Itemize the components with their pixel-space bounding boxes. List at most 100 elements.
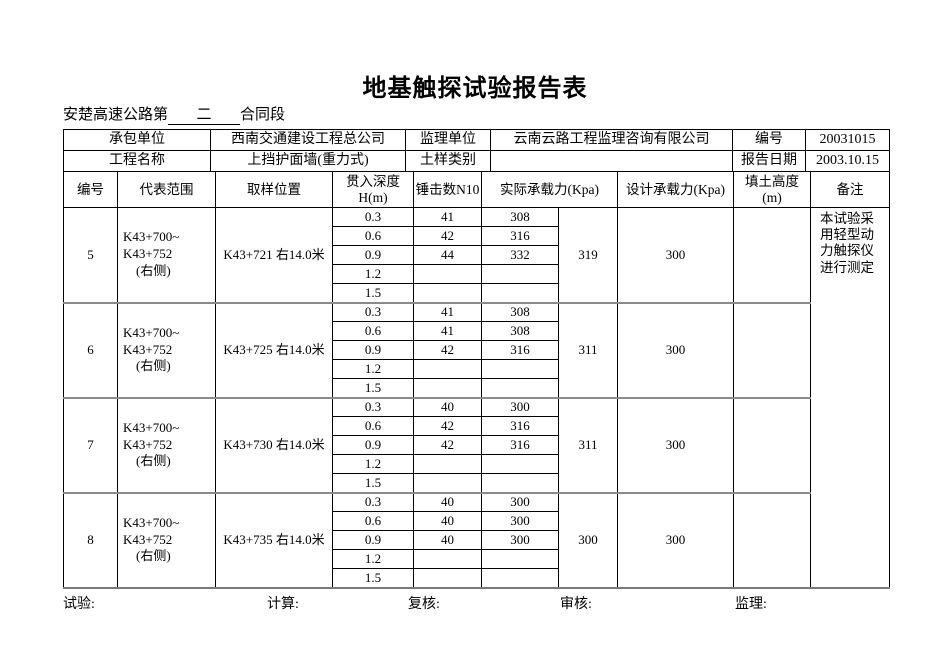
sample-id-cell: 6 bbox=[63, 301, 118, 398]
sign-calc-label: 计算: bbox=[267, 596, 299, 612]
capacity-cell: 316 bbox=[481, 340, 559, 360]
depth-cell: 1.2 bbox=[332, 359, 414, 379]
design-capacity-cell: 300 bbox=[617, 207, 735, 303]
blows-cell: 44 bbox=[413, 245, 482, 265]
contract-section-line: 安楚高速公路第二合同段 bbox=[63, 103, 285, 125]
contract-number-blank: 二 bbox=[168, 107, 241, 125]
capacity-cell bbox=[481, 359, 559, 379]
capacity-cell: 316 bbox=[481, 416, 559, 436]
test-subrow: 0.9 42 316 bbox=[64, 435, 890, 455]
depth-cell: 0.6 bbox=[332, 416, 414, 436]
fill-height-cell bbox=[733, 396, 812, 493]
capacity-cell: 300 bbox=[481, 511, 559, 531]
capacity-cell bbox=[481, 454, 559, 474]
test-subrow: 0.6 40 300 bbox=[64, 511, 890, 531]
sample-id-cell: 8 bbox=[63, 491, 118, 588]
column-header-row: 编号 代表范围 取样位置 贯入深度 H(m) 锤击数N10 实际承载力(Kpa)… bbox=[63, 171, 891, 208]
location-cell: K43+730 右14.0米 bbox=[215, 396, 333, 493]
capacity-cell bbox=[481, 378, 559, 398]
location-cell: K43+725 右14.0米 bbox=[215, 301, 333, 398]
col-header-id: 编号 bbox=[63, 171, 118, 208]
col-header-remark: 备注 bbox=[810, 171, 891, 208]
range-cell: K43+700~ K43+752 (右侧) bbox=[117, 491, 216, 588]
blows-cell bbox=[413, 359, 482, 379]
info-row-2: 工程名称 上挡护面墙(重力式) 土样类别 报告日期 2003.10.15 bbox=[63, 150, 890, 172]
blows-cell: 41 bbox=[413, 321, 482, 341]
depth-cell: 0.3 bbox=[332, 301, 414, 322]
soil-type-value bbox=[490, 150, 733, 172]
number-label: 编号 bbox=[732, 129, 806, 151]
depth-cell: 0.6 bbox=[332, 321, 414, 341]
actual-capacity-cell: 300 bbox=[557, 491, 619, 588]
location-cell: K43+735 右14.0米 bbox=[215, 491, 333, 588]
design-capacity-cell: 300 bbox=[617, 301, 735, 398]
report-date-label: 报告日期 bbox=[732, 150, 806, 172]
project-value: 上挡护面墙(重力式) bbox=[210, 150, 406, 172]
fill-height-cell bbox=[733, 207, 812, 303]
sign-supervisor-label: 监理: bbox=[735, 596, 767, 612]
col-header-range: 代表范围 bbox=[117, 171, 216, 208]
col-header-blows: 锤击数N10 bbox=[413, 171, 482, 208]
blows-cell: 40 bbox=[413, 396, 482, 417]
report-body: 承包单位 西南交通建设工程总公司 监理单位 云南云路工程监理咨询有限公司 编号 … bbox=[63, 129, 891, 615]
col-header-fill-height: 填土高度 (m) bbox=[733, 171, 812, 208]
capacity-cell: 308 bbox=[481, 321, 559, 341]
blows-cell: 42 bbox=[413, 340, 482, 360]
depth-cell: 1.2 bbox=[332, 264, 414, 284]
capacity-cell: 300 bbox=[481, 396, 559, 417]
blows-cell: 41 bbox=[413, 207, 482, 227]
capacity-cell bbox=[481, 264, 559, 284]
capacity-cell bbox=[481, 568, 559, 588]
signature-row: 试验: 计算: 复核: 审核: 监理: bbox=[63, 593, 890, 615]
supervisor-value: 云南云路工程监理咨询有限公司 bbox=[490, 129, 733, 151]
design-capacity-cell: 300 bbox=[617, 396, 735, 493]
info-row-1: 承包单位 西南交通建设工程总公司 监理单位 云南云路工程监理咨询有限公司 编号 … bbox=[63, 129, 890, 151]
depth-cell: 0.3 bbox=[332, 396, 414, 417]
depth-cell: 1.5 bbox=[332, 283, 414, 303]
blows-cell bbox=[413, 473, 482, 493]
test-subrow: 1.5 bbox=[64, 473, 890, 493]
blows-cell bbox=[413, 454, 482, 474]
blows-cell bbox=[413, 264, 482, 284]
report-date-value: 2003.10.15 bbox=[805, 150, 890, 172]
contract-suffix: 合同段 bbox=[240, 107, 286, 123]
location-cell: K43+721 右14.0米 bbox=[215, 207, 333, 303]
blows-cell: 42 bbox=[413, 226, 482, 246]
test-row: 5 K43+700~ K43+752 (右侧) K43+721 右14.0米 0… bbox=[63, 207, 891, 588]
depth-cell: 0.6 bbox=[332, 226, 414, 246]
soil-type-label: 土样类别 bbox=[405, 150, 491, 172]
depth-cell: 1.2 bbox=[332, 549, 414, 569]
sign-audit-label: 审核: bbox=[560, 596, 592, 612]
actual-capacity-cell: 311 bbox=[557, 301, 619, 398]
sample-id-cell: 7 bbox=[63, 396, 118, 493]
depth-cell: 1.5 bbox=[332, 378, 414, 398]
blows-cell: 40 bbox=[413, 511, 482, 531]
test-subrow: 0.6 41 308 bbox=[64, 321, 890, 341]
blows-cell: 42 bbox=[413, 435, 482, 455]
range-cell: K43+700~ K43+752 (右侧) bbox=[117, 207, 216, 303]
test-row: 8 K43+700~ K43+752 (右侧) K43+735 右14.0米 0… bbox=[63, 491, 890, 588]
blows-cell: 41 bbox=[413, 301, 482, 322]
depth-cell: 0.9 bbox=[332, 530, 414, 550]
test-subrow: 0.9 44 332 bbox=[64, 245, 890, 265]
depth-cell: 1.5 bbox=[332, 473, 414, 493]
capacity-cell: 316 bbox=[481, 435, 559, 455]
actual-capacity-cell: 319 bbox=[557, 207, 619, 303]
test-row: 7 K43+700~ K43+752 (右侧) K43+730 右14.0米 0… bbox=[63, 396, 890, 493]
supervisor-label: 监理单位 bbox=[405, 129, 491, 151]
fill-height-cell bbox=[733, 301, 812, 398]
test-subrow: 1.2 bbox=[64, 359, 890, 379]
blows-cell bbox=[413, 568, 482, 588]
depth-cell: 0.3 bbox=[332, 207, 414, 227]
sign-test-label: 试验: bbox=[63, 596, 95, 612]
contract-prefix: 安楚高速公路第 bbox=[63, 107, 169, 123]
remark-cell: 本试验采用轻型动力触探仪进行测定 bbox=[810, 207, 891, 588]
test-subrow: 1.5 bbox=[64, 568, 890, 588]
contractor-value: 西南交通建设工程总公司 bbox=[210, 129, 406, 151]
range-cell: K43+700~ K43+752 (右侧) bbox=[117, 301, 216, 398]
header-info-table: 承包单位 西南交通建设工程总公司 监理单位 云南云路工程监理咨询有限公司 编号 … bbox=[63, 129, 890, 172]
test-subrow: 1.2 bbox=[64, 454, 890, 474]
capacity-cell bbox=[481, 549, 559, 569]
capacity-cell: 332 bbox=[481, 245, 559, 265]
